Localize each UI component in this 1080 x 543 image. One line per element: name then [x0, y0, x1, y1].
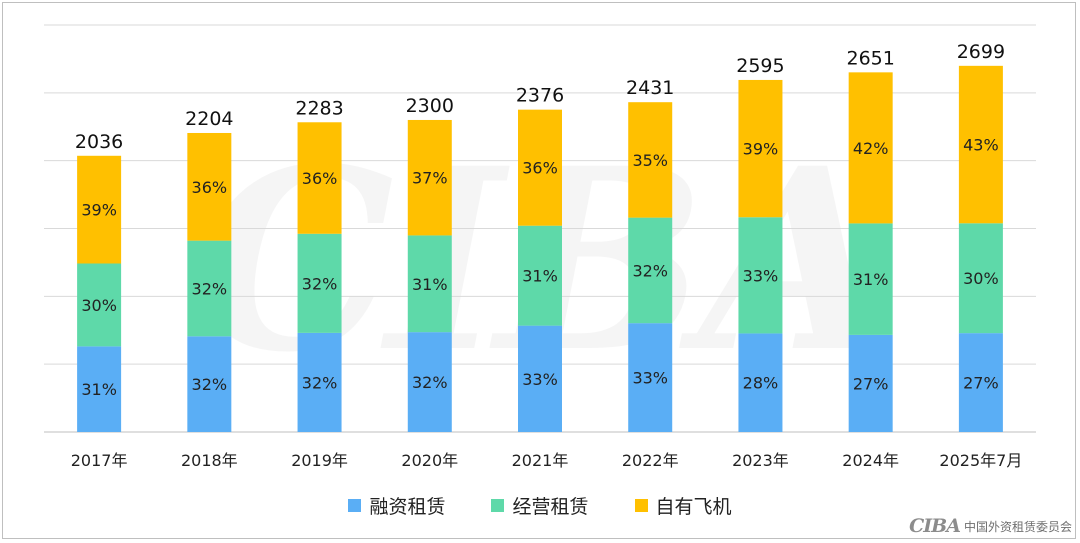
- legend-swatch-owned-aircraft: [634, 499, 648, 512]
- data-label: 32%: [192, 279, 228, 298]
- bar-segment: [187, 132, 232, 241]
- data-label: 27%: [853, 374, 889, 393]
- bar-segment: [77, 263, 122, 347]
- x-tick-label: 2022年: [622, 451, 679, 470]
- bar-segment: [738, 79, 783, 218]
- data-label: 30%: [81, 296, 117, 315]
- bar-segment: [518, 225, 562, 326]
- legend-label-operating-lease: 经营租赁: [512, 496, 589, 518]
- total-label: 2300: [406, 95, 454, 117]
- bar-segment: [297, 122, 342, 234]
- data-label: 42%: [853, 139, 889, 158]
- data-label: 37%: [412, 169, 448, 188]
- data-label: 39%: [81, 201, 117, 220]
- bar-segment: [77, 155, 122, 264]
- x-tick-label: 2020年: [401, 451, 458, 470]
- data-label: 43%: [963, 136, 999, 155]
- x-tick-label: 2021年: [512, 451, 569, 470]
- total-label: 2699: [957, 41, 1005, 63]
- data-label: 32%: [302, 373, 338, 392]
- data-label: 27%: [963, 374, 999, 393]
- bar-segment: [958, 223, 1003, 334]
- x-tick-label: 2023年: [732, 451, 789, 470]
- legend-swatch-finance-lease: [348, 499, 362, 512]
- data-label: 35%: [632, 151, 668, 170]
- bar-segment: [407, 235, 452, 333]
- bar-segment: [187, 336, 232, 432]
- ciba-logo: CIBA 中国外资租赁委员会: [909, 515, 1072, 537]
- data-label: 32%: [302, 274, 338, 293]
- x-tick-label: 2024年: [842, 451, 899, 470]
- bar-segment: [848, 72, 893, 224]
- data-label: 36%: [522, 159, 558, 178]
- bar-segment: [958, 65, 1003, 224]
- x-tick-label: 2017年: [71, 451, 128, 470]
- data-label: 33%: [522, 370, 558, 389]
- data-label: 31%: [412, 275, 448, 294]
- bar-segment: [848, 334, 893, 432]
- total-label: 2283: [295, 97, 343, 119]
- data-label: 33%: [743, 266, 779, 285]
- legend-label-owned-aircraft: 自有飞机: [655, 496, 732, 518]
- legend-item-finance-lease: 融资租赁: [348, 492, 445, 519]
- total-label: 2204: [185, 108, 233, 130]
- x-tick-label: 2018年: [181, 451, 238, 470]
- bar-segment: [518, 109, 562, 226]
- data-label: 31%: [522, 267, 558, 286]
- data-label: 36%: [302, 169, 338, 188]
- bar-segment: [628, 102, 673, 218]
- data-label: 28%: [743, 374, 779, 393]
- total-label: 2431: [626, 77, 674, 99]
- bar-segment: [297, 332, 342, 432]
- legend: 融资租赁 经营租赁 自有飞机: [0, 492, 1080, 519]
- bar-segment: [738, 333, 783, 432]
- bar-segment: [738, 217, 783, 334]
- bar-segment: [297, 233, 342, 333]
- legend-swatch-operating-lease: [491, 499, 505, 512]
- bar-segment: [848, 223, 893, 335]
- data-label: 36%: [192, 178, 228, 197]
- bar-segment: [628, 217, 673, 324]
- data-label: 33%: [632, 369, 668, 388]
- bar-segment: [77, 346, 122, 432]
- legend-item-operating-lease: 经营租赁: [491, 492, 589, 519]
- data-label: 31%: [853, 270, 889, 289]
- data-label: 39%: [743, 140, 779, 159]
- data-label: 32%: [412, 373, 448, 392]
- bar-segment: [518, 325, 562, 432]
- x-tick-label: 2025年7月: [939, 451, 1022, 470]
- data-label: 32%: [632, 261, 668, 280]
- bar-segment: [958, 333, 1003, 432]
- bar-segment: [628, 323, 673, 432]
- bar-segment: [187, 240, 232, 337]
- total-label: 2036: [75, 131, 123, 153]
- x-tick-label: 2019年: [291, 451, 348, 470]
- data-label: 32%: [192, 375, 228, 394]
- bar-segment: [407, 332, 452, 432]
- data-label: 31%: [81, 380, 117, 399]
- legend-item-owned-aircraft: 自有飞机: [634, 492, 732, 519]
- total-label: 2376: [516, 85, 564, 107]
- total-label: 2595: [736, 55, 784, 77]
- legend-label-finance-lease: 融资租赁: [369, 496, 446, 518]
- bar-segment: [407, 119, 452, 236]
- ciba-org-name: 中国外资租赁委员会: [963, 519, 1072, 534]
- data-label: 30%: [963, 269, 999, 288]
- ciba-logo-mark: CIBA: [909, 515, 961, 537]
- total-label: 2651: [846, 47, 894, 69]
